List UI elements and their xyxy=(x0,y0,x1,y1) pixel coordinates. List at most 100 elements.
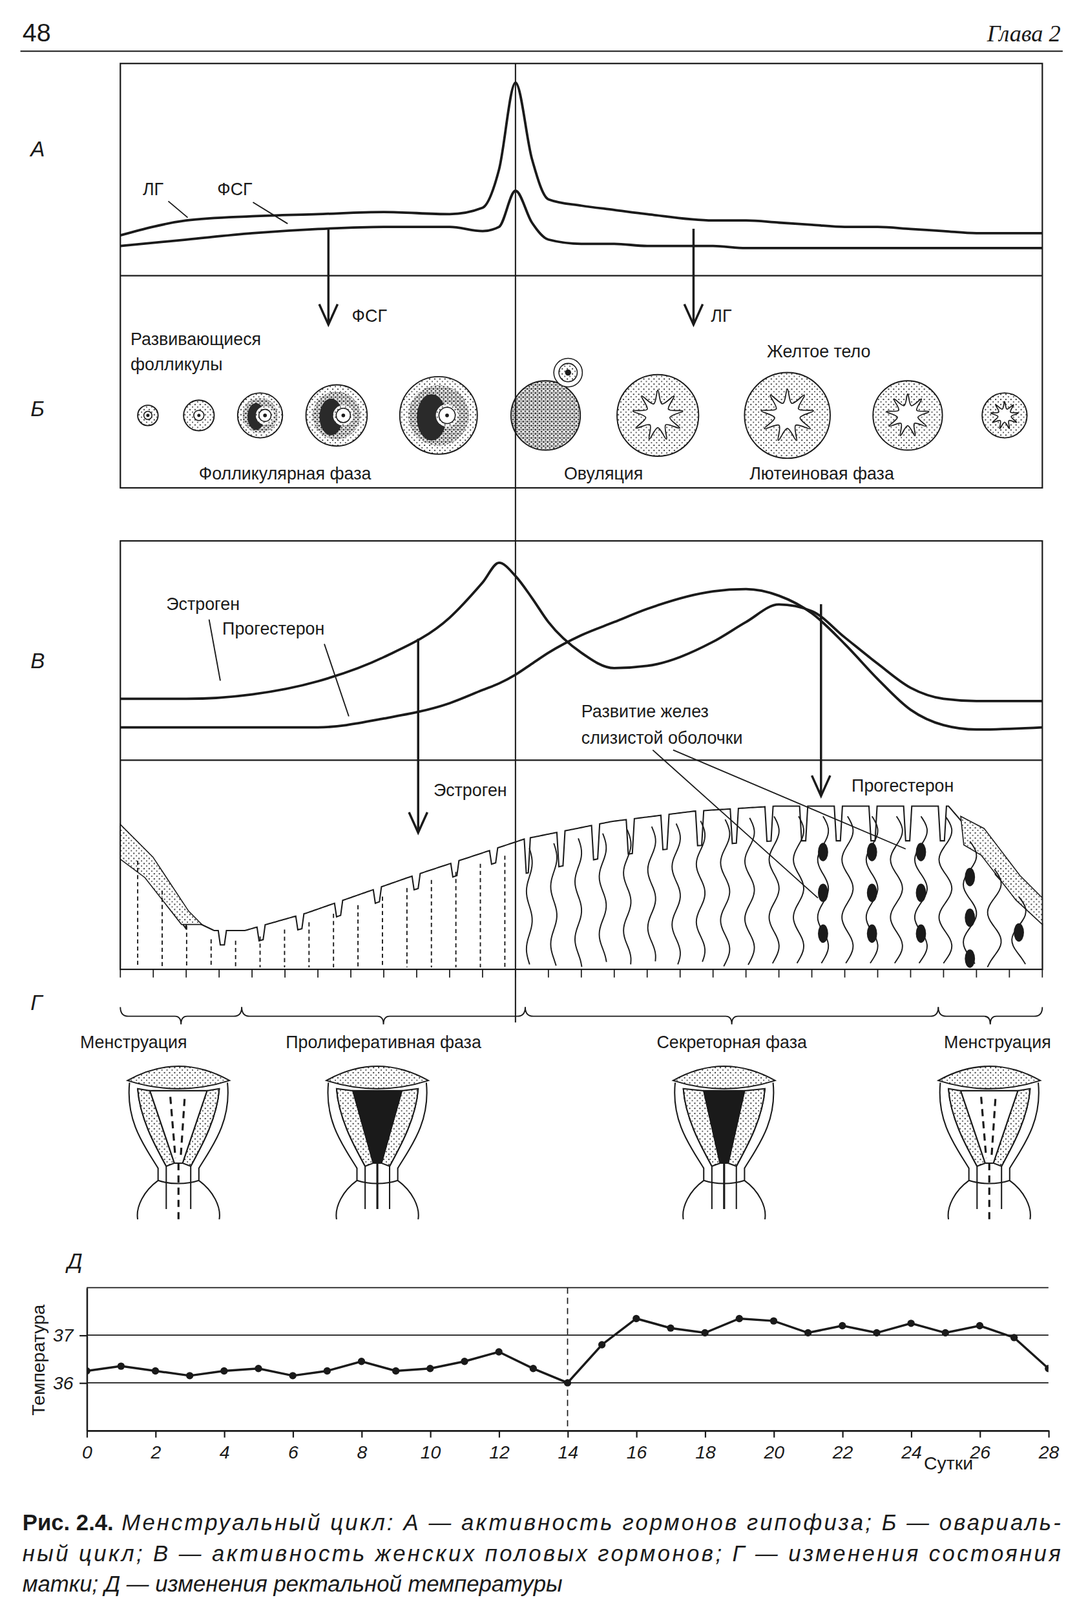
arrow xyxy=(327,228,330,325)
caption-line: ный цикл; В — активность женских половых… xyxy=(22,1540,1061,1566)
caption-label: Рис. 2.4. xyxy=(22,1509,114,1535)
day-tick xyxy=(284,969,286,978)
tick-mark xyxy=(567,1430,569,1438)
temperature-chart: 02468101214161820222426283637СуткиТемпер… xyxy=(27,1287,1059,1474)
gland xyxy=(504,855,506,968)
plot-area xyxy=(86,1287,1049,1431)
tick-mark xyxy=(1047,1430,1050,1438)
tick: 4 xyxy=(219,1430,231,1463)
tick-label: 36 xyxy=(52,1372,74,1393)
day-tick xyxy=(811,969,813,978)
tick: 20 xyxy=(763,1430,785,1463)
temperature-point xyxy=(941,1328,950,1337)
hormone-curve xyxy=(120,562,1043,701)
gland xyxy=(963,841,977,968)
panel-letter: Г xyxy=(30,990,44,1015)
tick: 12 xyxy=(489,1430,510,1463)
tick-mark xyxy=(79,1334,87,1337)
leader-line xyxy=(324,643,349,716)
gland xyxy=(671,823,681,965)
axis-title: Температура xyxy=(27,1303,49,1415)
day-tick xyxy=(350,969,352,978)
day-tick xyxy=(778,969,780,978)
uterus-sketch xyxy=(326,1066,429,1220)
caption: Рис. 2.4. Менструальный цикл: А — активно… xyxy=(22,1509,1061,1596)
temperature-line xyxy=(86,1317,1049,1382)
day-tick xyxy=(877,969,879,978)
temperature-point xyxy=(700,1328,709,1337)
gland xyxy=(308,921,311,968)
temperature-point xyxy=(426,1364,434,1372)
temperature-point xyxy=(872,1328,880,1337)
gland xyxy=(161,890,163,968)
plot-area xyxy=(120,562,1043,730)
tick: 18 xyxy=(695,1430,716,1463)
tick: 2 xyxy=(149,1430,161,1463)
tick-label: 20 xyxy=(763,1441,785,1463)
gland xyxy=(769,815,780,963)
tick: 0 xyxy=(82,1430,93,1463)
panel-divider xyxy=(120,759,1043,761)
gland xyxy=(235,940,237,968)
gland xyxy=(648,826,656,961)
gland xyxy=(332,913,335,968)
phase-label: Секреторная фаза xyxy=(656,1032,807,1052)
phase-label: Менструация xyxy=(943,1032,1052,1052)
corpus-luteum xyxy=(872,380,942,450)
day-tick xyxy=(119,969,121,978)
gland xyxy=(575,837,583,967)
label: Развивающиеся xyxy=(130,329,262,349)
phase-label: Пролиферативная фаза xyxy=(285,1032,482,1052)
label: слизистой оболочки xyxy=(581,728,743,748)
tick: 22 xyxy=(832,1430,854,1463)
day-tick xyxy=(317,969,319,978)
temperature-point xyxy=(186,1371,194,1379)
day-tick xyxy=(416,969,418,978)
gland xyxy=(210,939,212,968)
temperature-point xyxy=(357,1357,366,1365)
leader-line xyxy=(673,750,906,849)
day-tick xyxy=(613,969,616,978)
x-axis: 0246810121416182022242628 xyxy=(82,1430,1060,1463)
tick: 16 xyxy=(626,1430,648,1463)
day-tick xyxy=(646,969,649,978)
caption-line: Менструальный цикл: А — активность гормо… xyxy=(121,1509,1061,1535)
tick: 24 xyxy=(900,1430,922,1463)
phase-bracket xyxy=(525,1006,939,1025)
tick-mark xyxy=(430,1430,432,1438)
series-label: Прогестерон xyxy=(222,618,325,639)
header-rule xyxy=(20,50,1063,52)
ovulation-line xyxy=(514,63,517,1023)
temperature-point xyxy=(254,1364,262,1372)
tick-mark xyxy=(979,1430,981,1438)
follicle xyxy=(511,357,583,450)
uterus-sketch xyxy=(673,1066,776,1220)
tick: 36 xyxy=(52,1372,87,1393)
series-labels: ЭстрогенПрогестерон xyxy=(166,594,349,716)
arrow xyxy=(692,228,695,325)
endometrium xyxy=(120,805,1043,977)
label: Желтое тело xyxy=(766,341,871,362)
corpus-luteum xyxy=(982,392,1027,438)
day-tick xyxy=(745,969,747,978)
panel-letters: АБВГД xyxy=(29,136,83,1273)
gland xyxy=(550,843,557,966)
temperature-point xyxy=(288,1371,296,1379)
gland xyxy=(259,936,262,968)
day-tick xyxy=(976,969,978,978)
menstrual-layer xyxy=(120,824,202,925)
panel-letter: А xyxy=(29,136,45,161)
day-tick xyxy=(580,969,583,978)
tick-label: 37 xyxy=(52,1324,75,1346)
tick: 8 xyxy=(356,1430,367,1463)
hormone-curve xyxy=(120,589,1043,730)
tick: 6 xyxy=(288,1430,299,1463)
tick: 37 xyxy=(52,1324,87,1346)
day-tick xyxy=(679,969,681,978)
axis-line xyxy=(86,1287,89,1431)
tick-mark xyxy=(910,1430,913,1438)
gland xyxy=(623,829,631,964)
gland xyxy=(914,815,928,963)
arrow-head xyxy=(408,812,428,833)
tick: 14 xyxy=(557,1430,579,1463)
